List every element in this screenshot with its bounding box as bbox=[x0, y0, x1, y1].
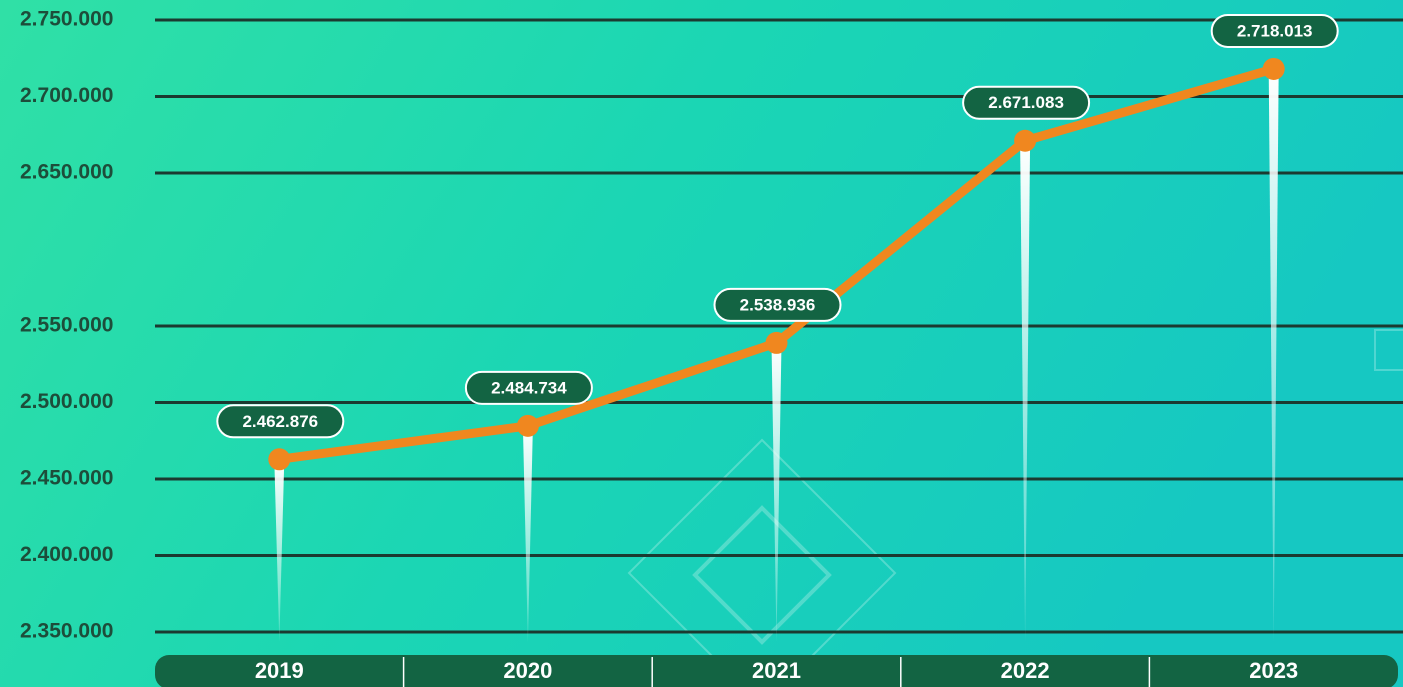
point bbox=[766, 332, 788, 354]
x-tick-label: 2021 bbox=[752, 658, 801, 683]
point bbox=[1014, 130, 1036, 152]
page: {"chart_data": {"type": "line", "categor… bbox=[0, 0, 1403, 687]
value-label: 2.538.936 bbox=[715, 289, 841, 321]
value-label: 2.484.734 bbox=[466, 372, 592, 404]
value-label-text: 2.671.083 bbox=[988, 93, 1064, 112]
y-tick-label: 2.350.000 bbox=[20, 620, 113, 643]
y-tick-label: 2.650.000 bbox=[20, 161, 113, 184]
y-tick-label: 2.450.000 bbox=[20, 467, 113, 490]
x-tick-label: 2019 bbox=[255, 658, 304, 683]
chart: 2.350.000 2.400.000 2.450.000 2.500.000 2.55… bbox=[0, 0, 1403, 687]
value-label: 2.718.013 bbox=[1212, 15, 1338, 47]
value-label-text: 2.462.876 bbox=[242, 412, 318, 431]
value-label-text: 2.718.013 bbox=[1237, 21, 1313, 40]
y-tick-label: 2.700.000 bbox=[20, 84, 113, 107]
point bbox=[517, 415, 539, 437]
x-tick-label: 2020 bbox=[503, 658, 552, 683]
y-tick-label: 2.750.000 bbox=[20, 8, 113, 31]
x-tick-label: 2023 bbox=[1249, 658, 1298, 683]
value-label: 2.462.876 bbox=[217, 405, 343, 437]
value-label: 2.671.083 bbox=[963, 87, 1089, 119]
y-tick-label: 2.550.000 bbox=[20, 314, 113, 337]
y-tick-label: 2.500.000 bbox=[20, 390, 113, 413]
point bbox=[268, 448, 290, 470]
point bbox=[1263, 58, 1285, 80]
value-label-text: 2.538.936 bbox=[740, 295, 816, 314]
y-tick-label: 2.400.000 bbox=[20, 543, 113, 566]
value-label-text: 2.484.734 bbox=[491, 378, 567, 397]
x-tick-label: 2022 bbox=[1001, 658, 1050, 683]
